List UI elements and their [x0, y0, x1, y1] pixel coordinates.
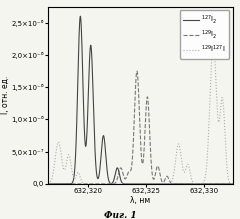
$^{127}$I$_2$ — [231, 183, 234, 185]
$^{129}$I$_2$ — [231, 183, 234, 185]
Text: Фиг. 1: Фиг. 1 — [104, 211, 136, 219]
$^{129}$I$_2$ — [156, 165, 159, 168]
$^{129}$I$^{127}$I — [47, 182, 49, 185]
$^{127}$I$_2$ — [156, 183, 159, 185]
$^{129}$I$_2$ — [114, 182, 116, 185]
Line: $^{129}$I$^{127}$I: $^{129}$I$^{127}$I — [48, 42, 233, 184]
$^{129}$I$_2$ — [136, 70, 138, 72]
$^{129}$I$_2$ — [47, 183, 49, 185]
Y-axis label: I, отн. ед.: I, отн. ед. — [1, 76, 10, 114]
$^{129}$I$^{127}$I — [184, 170, 186, 173]
$^{129}$I$_2$ — [193, 183, 196, 185]
Line: $^{127}$I$_2$: $^{127}$I$_2$ — [48, 16, 233, 184]
$^{129}$I$^{127}$I — [164, 183, 167, 185]
$^{129}$I$_2$ — [164, 177, 167, 180]
Legend: $^{127}$I$_2$, $^{129}$I$_2$, $^{129}$I$^{127}$I: $^{127}$I$_2$, $^{129}$I$_2$, $^{129}$I$… — [180, 10, 229, 59]
$^{129}$I$^{127}$I — [156, 183, 159, 185]
$^{127}$I$_2$ — [193, 183, 196, 185]
$^{129}$I$^{127}$I — [193, 182, 196, 185]
$^{127}$I$_2$ — [195, 183, 198, 185]
$^{127}$I$_2$ — [47, 183, 49, 185]
$^{127}$I$_2$ — [79, 15, 82, 18]
$^{129}$I$^{127}$I — [231, 183, 234, 185]
$^{129}$I$_2$ — [56, 183, 59, 185]
$^{129}$I$^{127}$I — [120, 183, 123, 185]
Line: $^{129}$I$_2$: $^{129}$I$_2$ — [48, 71, 233, 184]
$^{127}$I$_2$ — [164, 183, 167, 185]
$^{127}$I$_2$ — [184, 183, 186, 185]
$^{129}$I$^{127}$I — [114, 183, 116, 185]
$^{127}$I$_2$ — [56, 183, 59, 185]
X-axis label: λ, нм: λ, нм — [130, 196, 150, 205]
$^{129}$I$^{127}$I — [56, 143, 59, 146]
$^{129}$I$^{127}$I — [212, 41, 215, 43]
$^{127}$I$_2$ — [114, 174, 116, 177]
$^{129}$I$_2$ — [184, 183, 186, 185]
